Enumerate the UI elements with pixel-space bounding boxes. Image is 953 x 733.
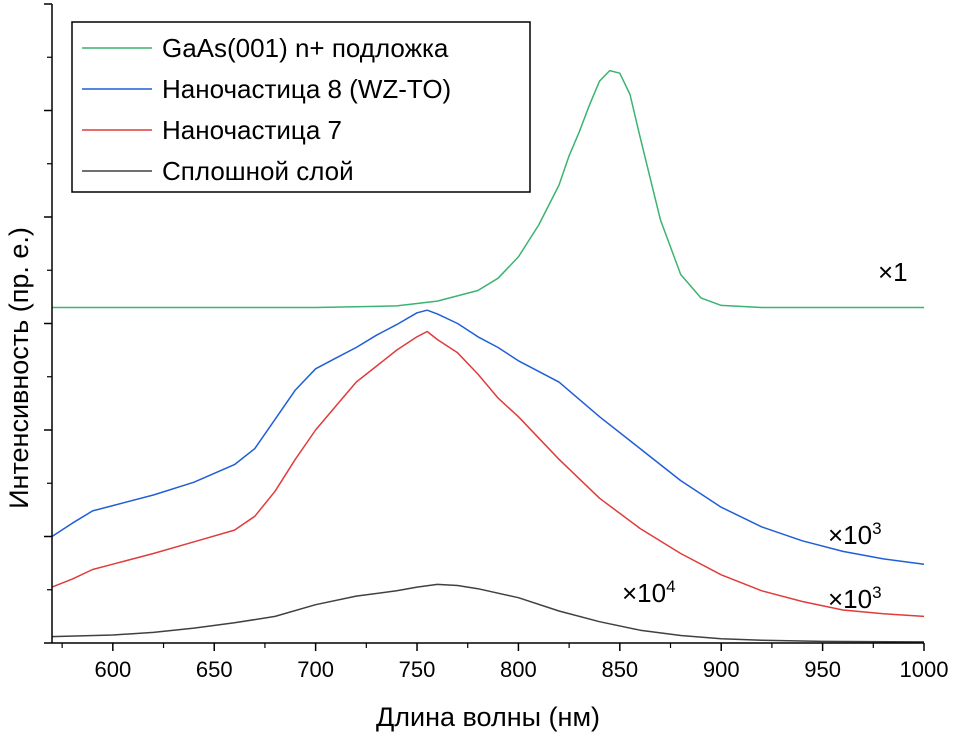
x-tick-label: 650 (196, 657, 233, 682)
x-tick-label: 700 (297, 657, 334, 682)
y-axis-title: Интенсивность (пр. е.) (4, 227, 34, 509)
x-axis: 600 650 700 750 800 850 900 950 1000 Длина волны… (52, 642, 949, 732)
annotation-gaas: ×1 (878, 257, 908, 287)
x-ticks: 600 650 700 750 800 850 900 950 1000 (61, 643, 949, 682)
annotation-nanoparticle-7: ×103 (828, 583, 882, 614)
x-tick-label: 800 (500, 657, 537, 682)
x-axis-title: Длина волны (нм) (376, 702, 600, 732)
legend-entry-gaas: GaAs(001) n+ подложка (82, 33, 449, 63)
legend-entry-nanoparticle-8: Наночастица 8 (WZ-TO) (82, 74, 451, 104)
series-line-nanoparticle-7 (51, 330, 925, 618)
x-tick-label: 750 (399, 657, 436, 682)
legend: GaAs(001) n+ подложка Наночастица 8 (WZ-… (71, 21, 531, 193)
x-tick-label: 600 (94, 657, 131, 682)
series-line-continuous-layer (51, 583, 925, 643)
annotation-continuous-layer: ×104 (622, 577, 676, 608)
legend-label-continuous-layer: Сплошной слой (162, 156, 354, 186)
annotation-nanoparticle-8: ×103 (828, 519, 882, 550)
legend-entry-nanoparticle-7: Наночастица 7 (82, 115, 342, 145)
series-line-gaas (52, 69, 924, 309)
legend-label-nanoparticle-8: Наночастица 8 (WZ-TO) (162, 74, 451, 104)
y-ticks (44, 3, 52, 644)
x-tick-label: 1000 (900, 657, 949, 682)
x-tick-label: 850 (601, 657, 638, 682)
series-layer (51, 69, 925, 643)
legend-label-gaas: GaAs(001) n+ подложка (162, 33, 449, 63)
y-axis: Интенсивность (пр. е.) (4, 3, 53, 644)
x-tick-label: 900 (703, 657, 740, 682)
series-line-nanoparticle-8 (51, 309, 925, 565)
legend-entry-continuous-layer: Сплошной слой (82, 156, 354, 186)
legend-box (71, 21, 531, 193)
x-tick-label: 950 (804, 657, 841, 682)
legend-label-nanoparticle-7: Наночастица 7 (162, 115, 342, 145)
multiplier-annotations: ×1 ×103 ×103 ×104 (622, 257, 908, 614)
